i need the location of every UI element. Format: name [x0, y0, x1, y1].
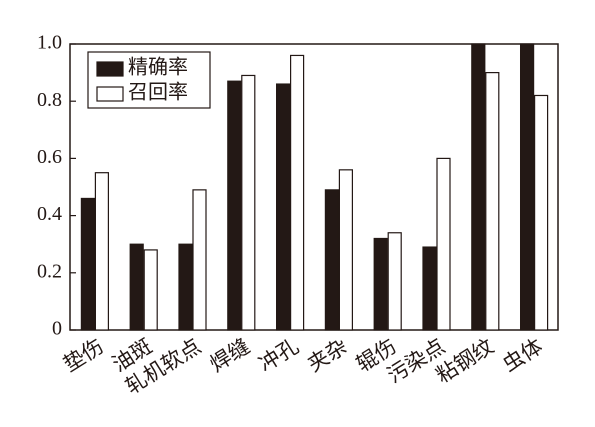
bar [471, 43, 486, 331]
y-tick-label: 0.4 [37, 203, 62, 225]
bar [324, 189, 339, 331]
x-tick-label: 夹杂 [303, 334, 351, 377]
plot-frame [69, 43, 559, 331]
y-tick-label: 0.6 [37, 146, 62, 168]
bar [80, 197, 96, 331]
x-tick-label: 粘钢纹 [432, 334, 498, 388]
y-tick-label: 1.0 [37, 32, 62, 54]
x-tick-label: 焊缝 [206, 334, 254, 377]
bar [178, 243, 193, 331]
bar [373, 237, 388, 331]
bar [290, 54, 305, 331]
bar [422, 246, 437, 331]
bar [519, 43, 535, 331]
bar [192, 189, 207, 331]
bar [129, 243, 144, 331]
legend-label: 精确率 [128, 56, 188, 79]
legend-swatch [96, 61, 124, 77]
bar [387, 232, 402, 331]
bar [436, 157, 451, 331]
bar [94, 172, 110, 331]
x-tick-label: 冲孔 [254, 334, 302, 377]
y-tick-label: 0.2 [37, 260, 62, 282]
bar [241, 74, 256, 331]
bar [485, 71, 500, 331]
bar [338, 169, 353, 331]
bar [143, 249, 158, 331]
bar [276, 83, 291, 331]
x-tick-label: 垫伤 [59, 334, 107, 377]
bar [227, 80, 242, 331]
legend-swatch [96, 86, 124, 102]
bar [533, 94, 549, 331]
y-tick-label: 0.8 [37, 89, 62, 111]
x-tick-label: 虫体 [498, 334, 546, 377]
y-tick-label: 0 [52, 318, 62, 340]
legend-label: 召回率 [128, 81, 188, 104]
